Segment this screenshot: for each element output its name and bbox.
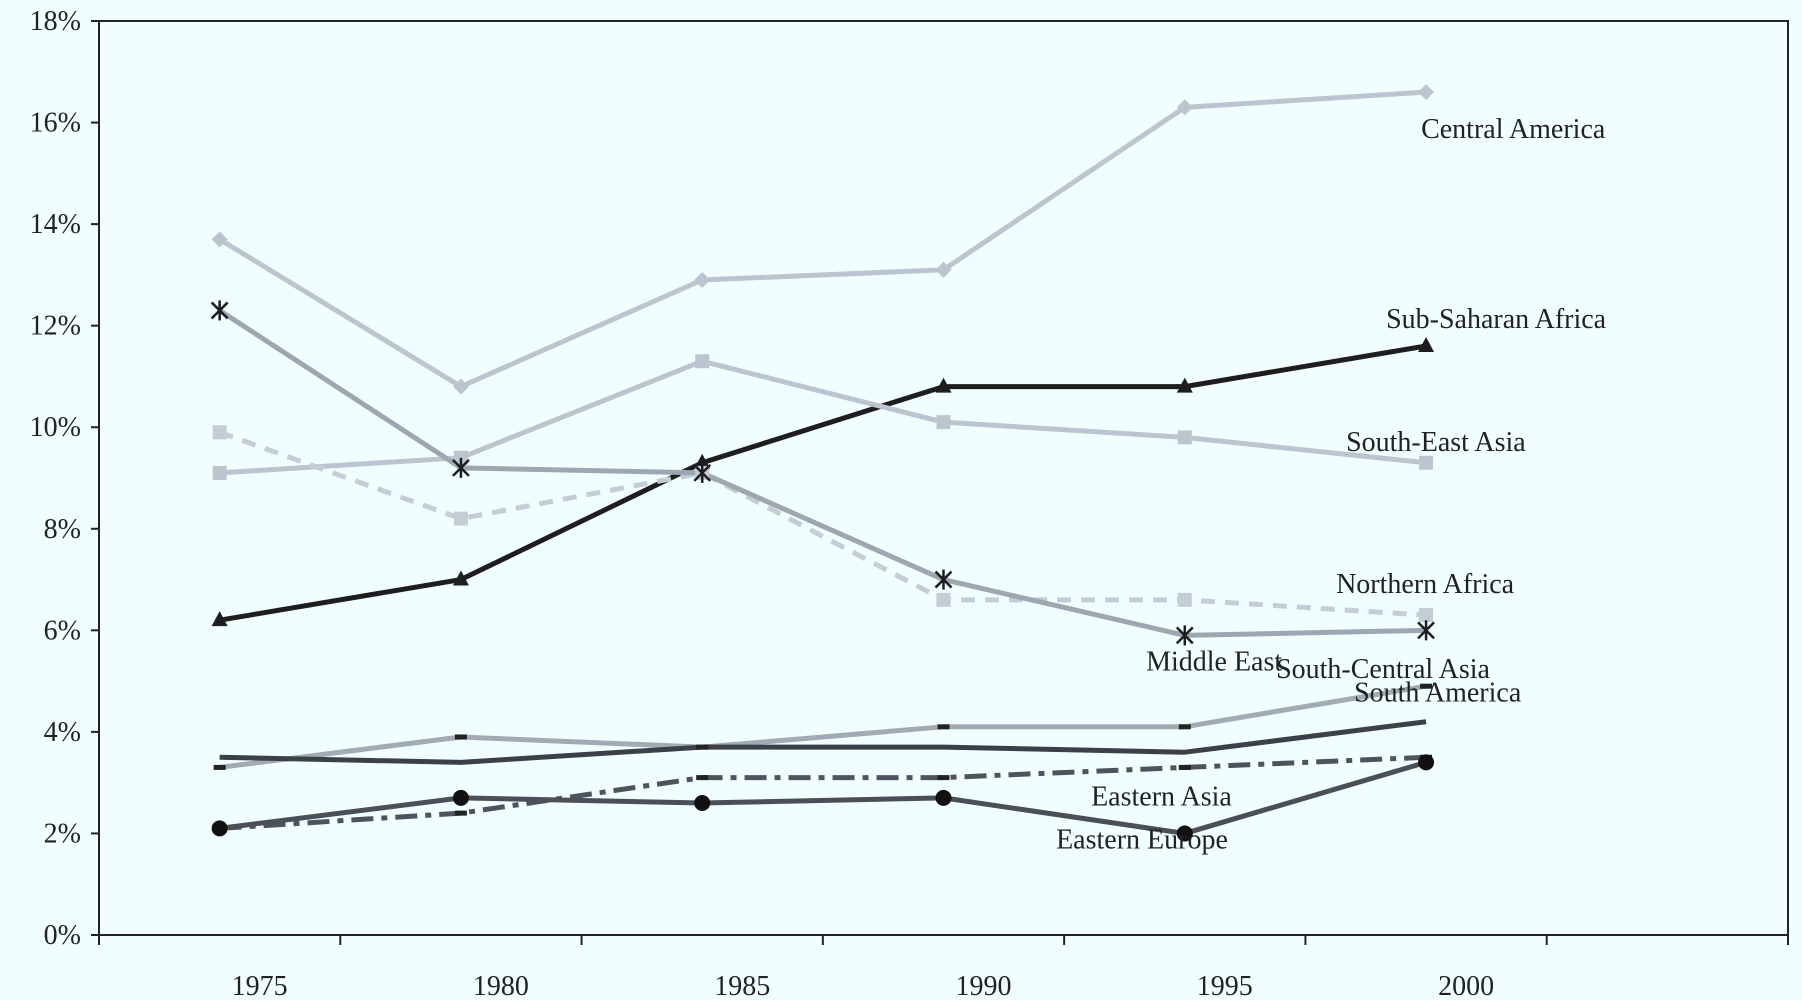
- data-point: [452, 378, 469, 395]
- series-line: [219, 759, 1427, 836]
- data-point: [935, 261, 952, 278]
- data-point: [1177, 592, 1192, 607]
- plot-area: [98, 20, 1789, 936]
- data-point: [212, 425, 227, 440]
- data-point: [937, 724, 950, 730]
- data-point: [1419, 455, 1434, 470]
- y-axis: 0% 2% 4% 6% 8% 10% 12% 14% 16% 18%: [30, 6, 99, 951]
- data-point: [1176, 99, 1193, 116]
- series-label: South America: [1354, 678, 1522, 709]
- series-markers: [210, 84, 1435, 842]
- y-tick-label: 18%: [30, 6, 81, 37]
- data-point: [453, 450, 468, 465]
- series-label: Eastern Europe: [1056, 824, 1228, 855]
- y-tick-label: 2%: [44, 818, 81, 849]
- data-point: [1417, 620, 1435, 641]
- series-labels: Central America Sub-Saharan Africa South-E…: [1056, 114, 1607, 855]
- series-line: [219, 358, 1427, 476]
- data-point: [696, 744, 709, 750]
- data-point: [211, 820, 228, 837]
- data-point: [936, 415, 951, 430]
- x-tick-label: 2000: [1438, 971, 1494, 1000]
- data-point: [211, 231, 228, 248]
- data-point: [1418, 336, 1435, 352]
- data-point: [211, 611, 228, 627]
- series-line: [219, 719, 1427, 765]
- y-tick-label: 12%: [30, 311, 81, 342]
- data-point: [1418, 84, 1435, 101]
- series-label: South-East Asia: [1346, 427, 1526, 458]
- data-point: [1176, 377, 1193, 393]
- data-point: [454, 810, 467, 816]
- data-point: [694, 794, 711, 811]
- series-line: [218, 308, 1427, 638]
- data-point: [210, 300, 229, 321]
- data-point: [213, 764, 226, 770]
- data-point: [693, 462, 712, 483]
- y-tick-label: 8%: [44, 514, 81, 545]
- data-point: [936, 592, 951, 607]
- data-point: [694, 271, 711, 288]
- series-label: Sub-Saharan Africa: [1386, 304, 1607, 335]
- x-tick-label: 1975: [232, 971, 288, 1000]
- data-point: [1178, 724, 1191, 730]
- data-point: [1418, 754, 1435, 771]
- data-point: [696, 775, 709, 781]
- series-line: [219, 683, 1427, 770]
- y-tick-label: 16%: [30, 108, 81, 139]
- series-line: [218, 89, 1427, 390]
- data-point: [937, 775, 950, 781]
- x-tick-label: 1995: [1197, 971, 1253, 1000]
- series-label: Middle East: [1146, 646, 1282, 677]
- data-point: [212, 465, 227, 480]
- data-point: [694, 453, 711, 469]
- x-axis: 1975 1980 1985 1990 1995 2000: [98, 935, 1789, 1000]
- series-label: Northern Africa: [1336, 569, 1515, 600]
- data-point: [1175, 625, 1194, 646]
- data-point: [453, 511, 468, 526]
- data-point: [452, 789, 469, 806]
- data-point: [452, 457, 470, 478]
- x-tick-label: 1985: [714, 971, 770, 1000]
- data-point: [454, 734, 467, 740]
- data-point: [452, 570, 469, 586]
- series-lines: [218, 89, 1427, 836]
- data-point: [1420, 683, 1433, 689]
- series-line: [218, 429, 1427, 618]
- x-tick-label: 1980: [473, 971, 529, 1000]
- data-point: [1419, 608, 1434, 623]
- data-point: [1178, 764, 1191, 770]
- series-line: [219, 754, 1427, 831]
- y-tick-label: 6%: [44, 615, 81, 646]
- series-label: South-Central Asia: [1276, 654, 1490, 685]
- data-point: [1177, 430, 1192, 445]
- series-label: Eastern Asia: [1091, 781, 1232, 812]
- data-point: [1176, 825, 1193, 842]
- x-tick-label: 1990: [956, 971, 1012, 1000]
- data-point: [934, 569, 953, 590]
- y-tick-label: 14%: [30, 209, 81, 240]
- series-label: Central America: [1421, 114, 1606, 145]
- y-tick-label: 10%: [30, 412, 81, 443]
- data-point: [695, 354, 710, 369]
- series-line: [219, 343, 1427, 623]
- data-point: [935, 377, 952, 393]
- data-point: [935, 789, 952, 806]
- y-tick-label: 4%: [44, 717, 81, 748]
- y-tick-label: 0%: [44, 920, 81, 951]
